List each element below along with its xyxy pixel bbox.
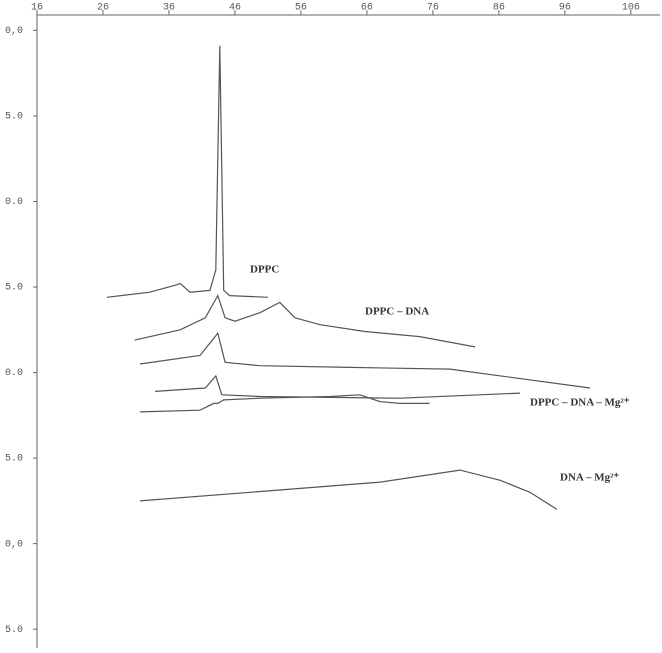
- thermogram-line: [139, 469, 558, 510]
- y-tick-label: 0.0: [5, 368, 23, 379]
- y-tick-label: 0,0: [5, 539, 23, 550]
- x-tick-label: 76: [427, 3, 439, 14]
- x-tick-label: 56: [295, 3, 307, 14]
- thermogram-line: [106, 45, 268, 298]
- series-label: DNA – Mg²⁺: [560, 472, 619, 484]
- y-tick-label: 0.0: [5, 197, 23, 208]
- x-tick-label: 46: [229, 3, 241, 14]
- y-tick-label: 5.0: [5, 454, 23, 465]
- y-tick-label: 0,0: [5, 26, 23, 37]
- thermogram-line: [139, 331, 591, 389]
- x-tick-label: 26: [97, 3, 109, 14]
- thermogram-line: [139, 394, 430, 413]
- x-tick-label: 106: [622, 3, 640, 14]
- x-tick-label: 96: [559, 3, 571, 14]
- x-tick-label: 66: [361, 3, 373, 14]
- thermogram-line: [155, 374, 521, 399]
- x-tick-label: 36: [163, 3, 175, 14]
- series-label: DPPC – DNA – Mg²⁺: [530, 397, 630, 409]
- x-tick-label: 16: [31, 3, 43, 14]
- thermogram-line: [134, 294, 476, 348]
- x-tick-label: 86: [493, 3, 505, 14]
- y-tick-label: 5.0: [5, 625, 23, 636]
- series-label: DPPC – DNA: [365, 306, 429, 318]
- series-label: DPPC: [250, 264, 279, 276]
- y-tick-label: 5.0: [5, 283, 23, 294]
- y-tick-label: 5.0: [5, 112, 23, 123]
